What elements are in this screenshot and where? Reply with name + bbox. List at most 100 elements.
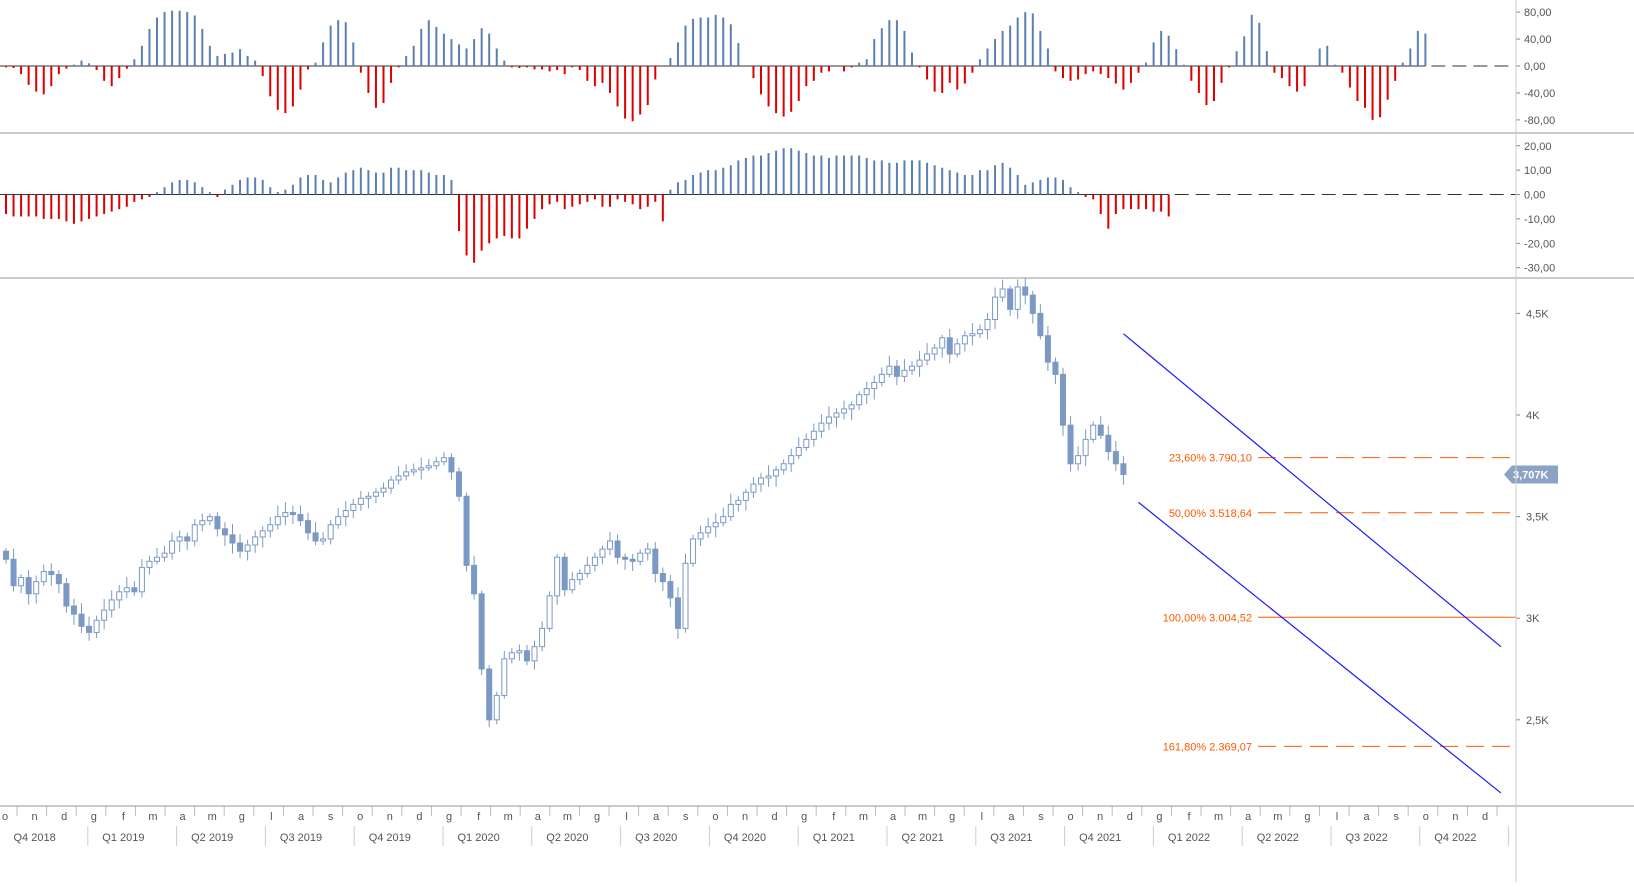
candle-body	[795, 447, 802, 457]
candle-body	[833, 412, 840, 418]
x-quarter-label: Q4 2019	[369, 832, 411, 844]
candle-body	[992, 296, 999, 320]
candle-body	[305, 520, 311, 534]
candle-body	[742, 491, 749, 501]
channel-line-upper	[1123, 333, 1502, 648]
candle-body	[1022, 286, 1029, 296]
candle-body	[622, 556, 629, 560]
x-month-label: s	[683, 811, 689, 823]
x-quarter-label: Q1 2020	[457, 832, 499, 844]
candle-body	[878, 373, 885, 383]
x-month-label: n	[32, 811, 38, 823]
candle-body	[1037, 312, 1044, 337]
x-month-label: d	[61, 811, 67, 823]
x-month-label: d	[772, 811, 778, 823]
candle-body	[199, 520, 206, 526]
candle-body	[138, 566, 145, 593]
x-month-label: g	[446, 811, 452, 823]
x-month-label: g	[1156, 811, 1162, 823]
y-tick-label: 4,5K	[1526, 308, 1549, 320]
x-month-label: g	[949, 811, 955, 823]
candle-body	[984, 318, 991, 331]
x-month-label: o	[712, 811, 718, 823]
candle-body	[101, 609, 108, 621]
candle-body	[893, 365, 900, 377]
x-quarter-label: Q3 2019	[280, 832, 322, 844]
x-month-label: a	[1364, 811, 1371, 823]
fib-level-label: 23,60% 3.790,10	[1169, 453, 1252, 465]
candle-body	[818, 422, 825, 432]
candle-body	[372, 491, 379, 497]
last-price-marker: 3,707K	[1504, 465, 1558, 484]
candle-body	[448, 457, 455, 473]
candle-body	[810, 430, 817, 440]
x-quarter-label: Q4 2022	[1434, 832, 1476, 844]
x-month-label: a	[1245, 811, 1252, 823]
x-month-label: g	[801, 811, 807, 823]
fib-level-label: 100,00% 3.004,52	[1163, 612, 1252, 624]
candle-body	[803, 438, 810, 449]
candle-body	[184, 536, 191, 542]
candle-body	[63, 583, 70, 607]
candle-body	[780, 463, 787, 471]
candle-body	[70, 605, 77, 615]
candle-body	[478, 593, 485, 670]
candle-body	[1067, 424, 1074, 465]
y-tick-label: 40,00	[1524, 34, 1552, 46]
candle-body	[961, 335, 968, 345]
x-quarter-label: Q4 2020	[724, 832, 766, 844]
x-month-label: s	[328, 811, 334, 823]
y-tick-label: 3K	[1526, 613, 1540, 625]
x-month-label: a	[653, 811, 660, 823]
candle-body	[214, 516, 221, 530]
x-quarter-label: Q4 2018	[13, 832, 55, 844]
candle-body	[554, 556, 561, 597]
candle-body	[697, 532, 704, 540]
candle-body	[259, 530, 266, 538]
candle-body	[705, 526, 712, 534]
x-month-label: m	[563, 811, 572, 823]
candle-body	[584, 564, 591, 574]
candle-body	[380, 487, 387, 493]
candle-body	[1014, 286, 1021, 310]
x-month-label: a	[1008, 811, 1015, 823]
candle-body	[1029, 294, 1036, 314]
x-month-label: f	[477, 811, 481, 823]
price-panel: 4,5K 4K 3,5K 3K 2,5K 23,60% 3.790,10 50,00% 3.…	[3, 277, 1549, 794]
candle-body	[267, 524, 274, 532]
candle-body	[229, 534, 236, 544]
candle-body	[765, 475, 772, 479]
candle-body	[909, 365, 915, 371]
x-month-label: m	[148, 811, 157, 823]
candle-body	[727, 503, 734, 518]
candle-body	[561, 556, 568, 591]
candle-body	[501, 658, 508, 696]
candle-body	[78, 613, 85, 627]
candle-body	[591, 556, 598, 566]
candle-body	[1060, 373, 1066, 426]
candle-body	[825, 416, 832, 424]
fib-level-label: 161,80% 2.369,07	[1163, 741, 1252, 753]
candle-body	[508, 652, 515, 660]
candle-body	[1097, 424, 1104, 436]
candle-body	[493, 694, 500, 721]
candle-body	[403, 471, 410, 477]
candle-body	[750, 483, 757, 493]
y-tick-label: -40,00	[1524, 88, 1555, 100]
candle-body	[433, 461, 440, 467]
y-tick-label: -10,00	[1524, 214, 1555, 226]
x-month-label: d	[1482, 811, 1488, 823]
x-month-label: l	[625, 811, 627, 823]
last-price-badge	[1504, 465, 1558, 484]
candle-body	[486, 668, 493, 721]
last-price-label: 3,707K	[1513, 470, 1549, 482]
x-quarter-label: Q1 2022	[1168, 832, 1210, 844]
oscillator-panel-1: 80,00 40,00 0,00 -40,00 -80,00	[0, 7, 1555, 127]
candle-body	[1120, 463, 1127, 476]
x-month-label: g	[1304, 811, 1310, 823]
candle-body	[758, 477, 764, 485]
candle-body	[154, 556, 160, 562]
x-month-label: m	[859, 811, 868, 823]
candle-body	[516, 650, 523, 654]
